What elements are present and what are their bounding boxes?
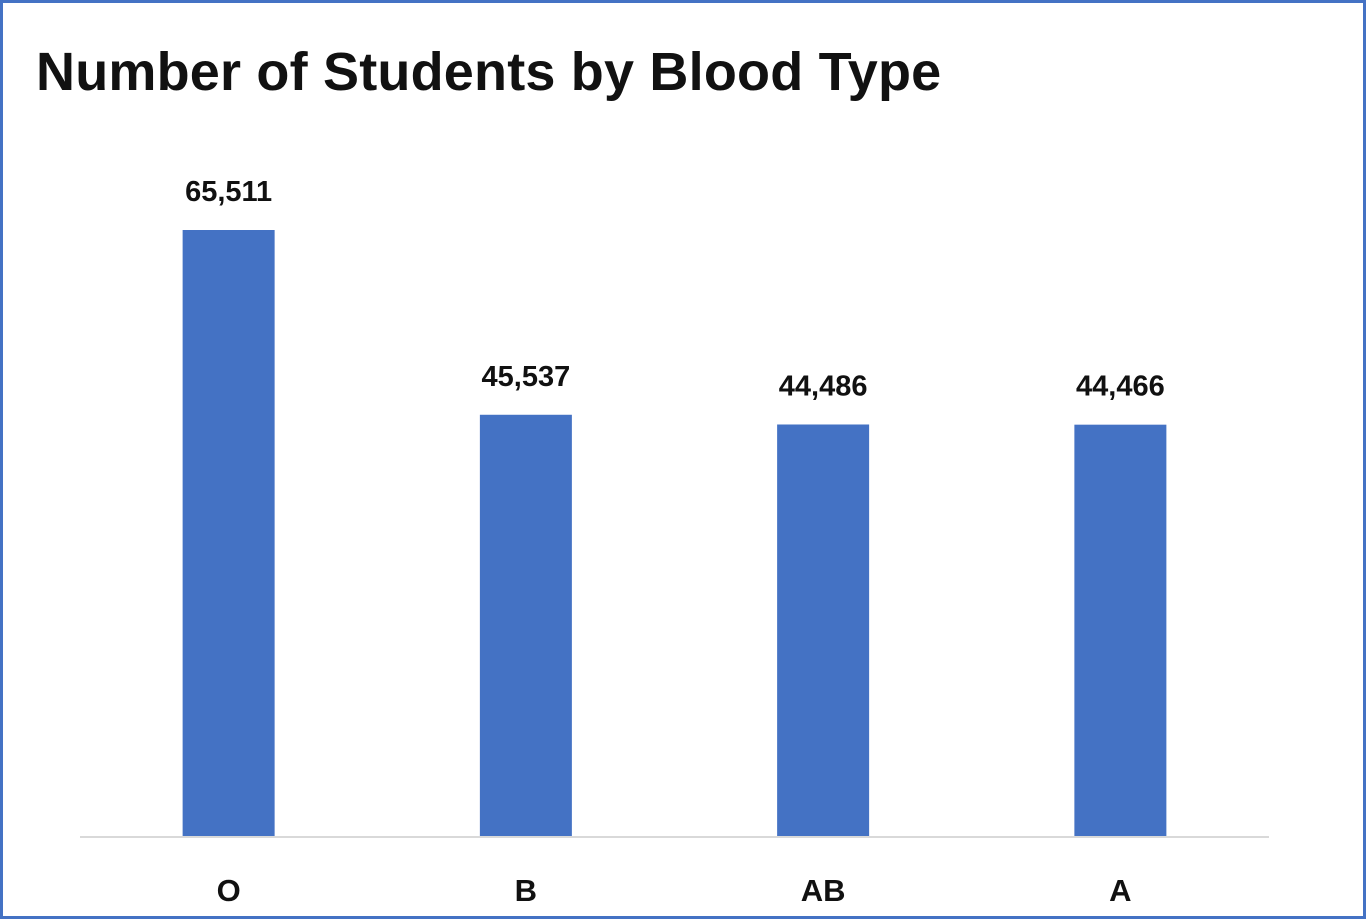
data-label-a: 44,466 [1076,371,1165,403]
x-tick-label-ab: AB [801,873,846,908]
chart-title: Number of Students by Blood Type [36,42,942,102]
bar-b [479,414,572,836]
data-label-ab: 44,486 [779,370,868,402]
bar-ab [777,424,870,836]
data-label-o: 65,511 [185,176,272,208]
data-label-b: 45,537 [482,361,571,393]
bar-chart-plot: 65,511 O 45,537 B 44,486 AB 44,466 A [80,176,1269,908]
bar-o [182,230,275,836]
bar-a [1074,424,1167,836]
x-tick-label-o: O [217,873,241,908]
x-tick-label-b: B [515,873,537,908]
x-tick-label-a: A [1109,873,1131,908]
